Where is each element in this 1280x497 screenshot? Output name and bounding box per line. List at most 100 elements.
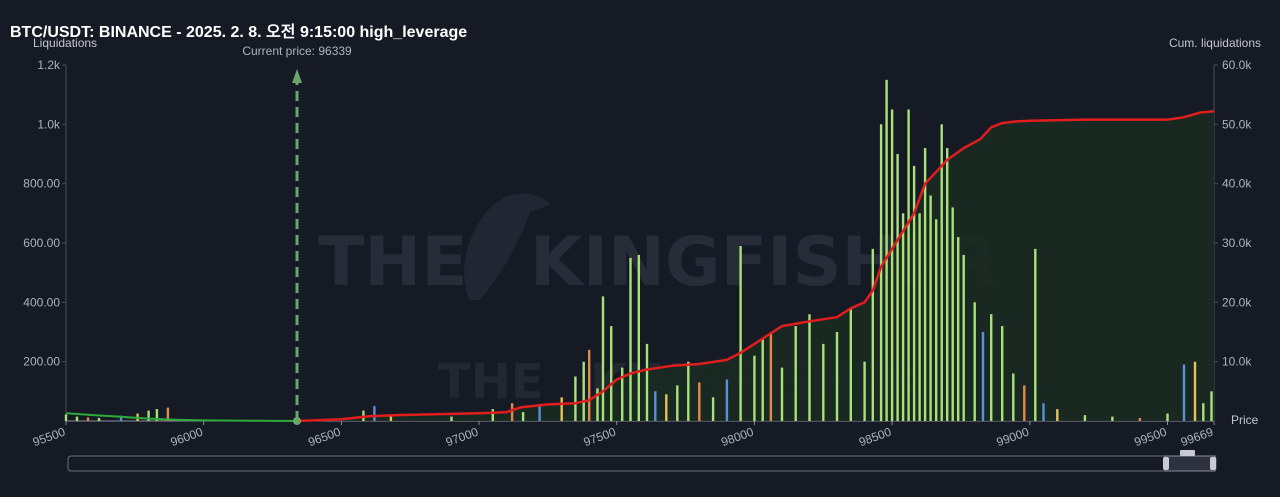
- liquidation-bar: [739, 246, 742, 421]
- x-tick-label: 99669: [1179, 425, 1215, 450]
- kingfisher-logo-icon: [464, 193, 550, 300]
- liquidation-bar: [86, 417, 90, 421]
- y2-tick-label: 50.0k: [1222, 117, 1252, 131]
- liquidation-bar: [753, 355, 756, 421]
- y-axis-title: Liquidations: [33, 36, 97, 50]
- liquidation-bar: [610, 326, 613, 421]
- cumulative-area: [297, 111, 1214, 422]
- y2-axis-title: Cum. liquidations: [1169, 36, 1261, 50]
- liquidation-bar: [1023, 385, 1026, 421]
- liquidation-bar: [1012, 373, 1015, 421]
- liquidation-bar: [1111, 416, 1114, 421]
- current-price-dot: [293, 417, 302, 425]
- liquidation-bar: [1210, 391, 1213, 421]
- liquidation-bar: [687, 361, 690, 421]
- x-tick-label: 95500: [31, 425, 67, 450]
- liquidation-bar: [1202, 403, 1205, 421]
- liquidation-bar: [863, 361, 866, 421]
- x-axis-title: Price: [1231, 413, 1259, 427]
- zoom-slider-track[interactable]: [67, 455, 1217, 472]
- liquidation-bar: [166, 407, 170, 421]
- liquidation-bar: [946, 148, 949, 421]
- x-tick-label: 96500: [306, 425, 342, 450]
- liquidation-bar: [901, 213, 905, 421]
- liquidation-bar: [907, 109, 910, 421]
- zoom-slider-window[interactable]: [1164, 455, 1216, 472]
- y-tick-label: 600.00: [23, 236, 60, 250]
- watermark-text-left: THE: [318, 223, 468, 302]
- current-price-arrow-icon: [292, 69, 303, 83]
- x-tick-label: 97500: [582, 425, 618, 450]
- liquidation-bar: [119, 415, 123, 421]
- y2-tick-label: 40.0k: [1222, 177, 1252, 191]
- current-price-label: Current price: 96339: [242, 44, 352, 58]
- liquidation-bar: [1166, 413, 1169, 421]
- x-tick-label: 96000: [169, 425, 205, 450]
- liquidation-bar: [1034, 248, 1037, 421]
- liquidation-bar: [155, 409, 159, 421]
- liquidation-bar: [849, 308, 852, 421]
- zoom-slider-left-handle[interactable]: [1163, 457, 1169, 470]
- short-cumulative-layer: [65, 412, 298, 422]
- liquidation-bar: [538, 406, 541, 421]
- liquidation-bar: [698, 382, 701, 421]
- bars-layer: [64, 79, 1213, 422]
- liquidation-bar: [929, 195, 932, 421]
- y2-tick-label: 20.0k: [1222, 295, 1252, 309]
- liquidation-bar: [582, 361, 585, 421]
- cumulative-area-fill: [297, 111, 1214, 422]
- liquidation-bar: [1138, 418, 1142, 421]
- liquidation-bar: [75, 416, 79, 421]
- y-tick-label: 1.0k: [37, 117, 61, 131]
- liquidation-bar: [879, 124, 883, 422]
- liquidation-bar: [957, 237, 960, 421]
- liquidation-bar: [645, 343, 649, 421]
- liquidation-bar: [780, 367, 784, 421]
- liquidation-bar: [769, 332, 773, 421]
- liquidation-bar: [711, 397, 715, 421]
- liquidation-bar: [890, 109, 894, 421]
- watermark-text-left-2: THE: [438, 354, 544, 410]
- y-tick-label: 1.2k: [37, 58, 61, 72]
- liquidation-bar: [654, 391, 657, 421]
- liquidation-bar: [962, 254, 965, 421]
- x-tick-label: 99000: [995, 425, 1031, 450]
- liquidation-bar: [794, 326, 797, 421]
- liquidation-bar: [621, 367, 624, 421]
- y2-tick-label: 60.0k: [1222, 58, 1252, 72]
- zoom-slider-grip[interactable]: [1180, 450, 1195, 456]
- liquidation-bar: [1182, 364, 1186, 421]
- liquidation-bar: [1083, 415, 1087, 421]
- liquidation-bar: [560, 397, 563, 421]
- y-tick-label: 200.00: [23, 355, 60, 369]
- zoom-slider[interactable]: [67, 450, 1217, 472]
- y-tick-label: 400.00: [23, 295, 60, 309]
- liquidation-bar: [871, 248, 874, 421]
- liquidation-bar: [822, 343, 825, 421]
- liquidation-bar: [896, 154, 899, 421]
- liquidation-bar: [637, 254, 640, 421]
- liquidation-bar: [981, 332, 985, 421]
- liquidation-bar: [1056, 409, 1059, 421]
- liquidation-bar: [510, 403, 514, 421]
- tick-labels: 200.00 400.00 600.00 800.00 1.0k 1.2k 10.0k 20.…: [23, 58, 1252, 449]
- x-tick-label: 98500: [857, 425, 893, 450]
- liquidation-bar: [665, 394, 668, 421]
- liquidation-bar: [676, 385, 679, 421]
- x-tick-label: 99500: [1132, 425, 1168, 450]
- current-price-marker: Current price: 96339: [242, 44, 352, 425]
- liquidation-bar: [596, 388, 599, 421]
- liquidation-bar: [601, 296, 605, 421]
- liquidation-bar: [1042, 403, 1045, 421]
- liquidation-bar: [97, 418, 101, 421]
- liquidation-bar: [808, 314, 811, 421]
- liquidation-bar: [491, 409, 494, 421]
- y2-tick-label: 30.0k: [1222, 236, 1252, 250]
- liquidation-bar: [835, 332, 839, 421]
- liquidation-bar: [521, 412, 525, 421]
- zoom-slider-right-handle[interactable]: [1210, 457, 1216, 470]
- liquidation-bar: [912, 165, 916, 421]
- liquidation-bar: [935, 219, 938, 421]
- y-tick-label: 800.00: [23, 177, 60, 191]
